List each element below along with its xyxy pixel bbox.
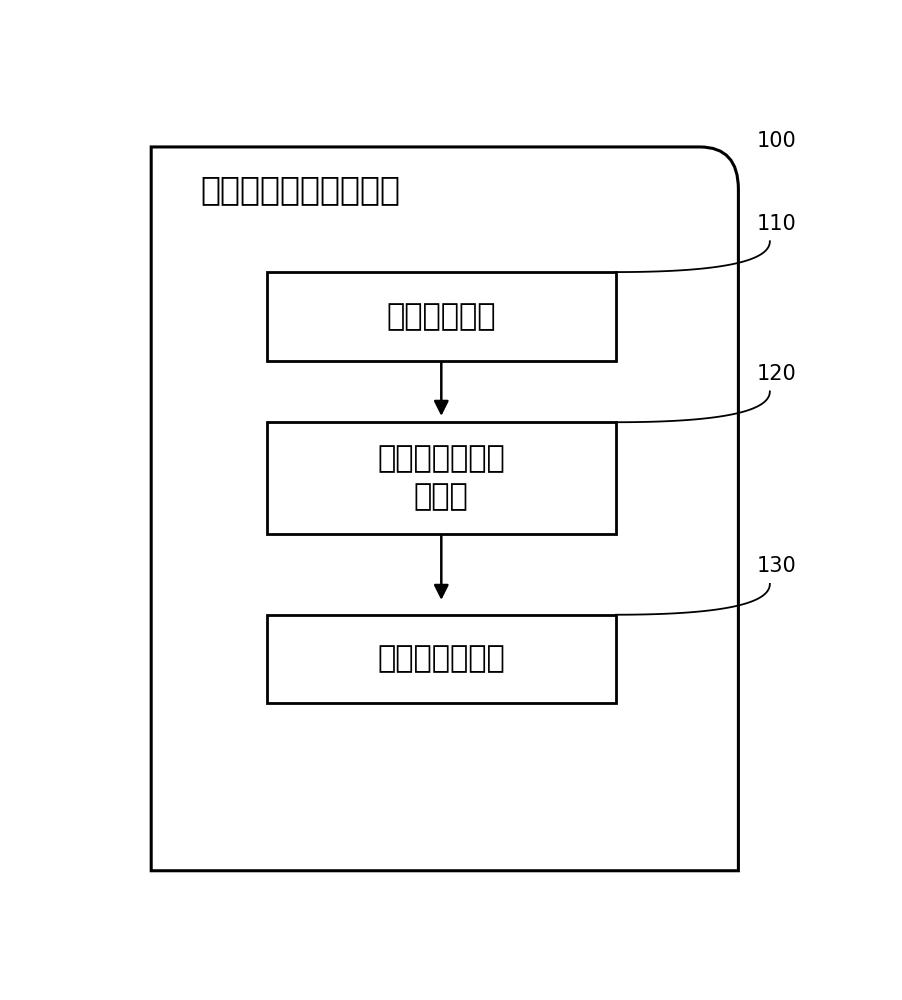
Text: 土壤特性信息获
取单元: 土壤特性信息获 取单元 xyxy=(377,444,505,512)
FancyBboxPatch shape xyxy=(267,422,616,534)
FancyBboxPatch shape xyxy=(267,615,616,703)
Text: 履带式拖拉机控制系统: 履带式拖拉机控制系统 xyxy=(200,173,400,206)
FancyBboxPatch shape xyxy=(267,272,616,361)
Text: 图像处理单元: 图像处理单元 xyxy=(387,302,496,331)
Text: 130: 130 xyxy=(757,556,796,576)
Text: 110: 110 xyxy=(757,214,796,234)
Text: 120: 120 xyxy=(757,364,796,384)
PathPatch shape xyxy=(152,147,739,871)
Text: 拖拉机控制单元: 拖拉机控制单元 xyxy=(377,645,505,674)
Text: 100: 100 xyxy=(757,131,796,151)
